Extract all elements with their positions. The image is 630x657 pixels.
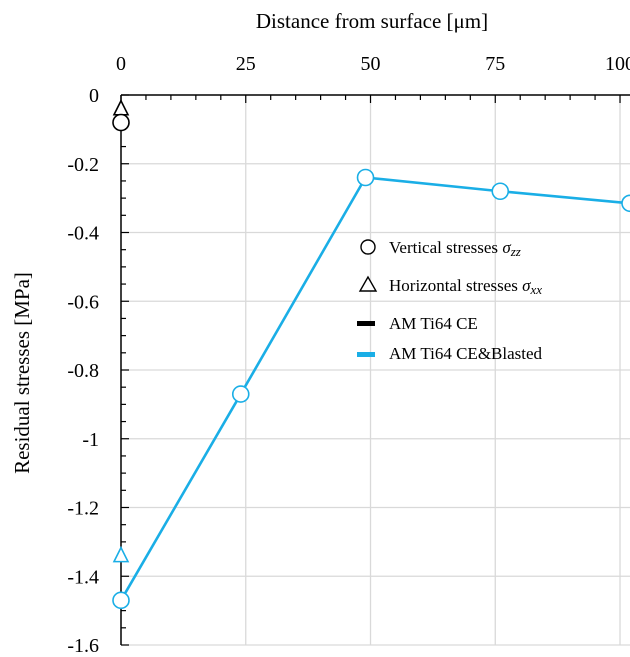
y-tick-label: -0.4 (67, 223, 99, 245)
legend-label-ce: AM Ti64 CE (389, 314, 478, 333)
legend: Vertical stresses σzz Horizontal stresse… (357, 238, 543, 363)
circle-marker (356, 168, 375, 187)
triangle-marker (112, 98, 130, 116)
y-tick-label: -1.6 (67, 635, 99, 657)
legend-line-ce (357, 321, 375, 326)
x-tick-label: 75 (485, 53, 505, 75)
y-tick-label: -0.2 (67, 154, 99, 176)
y-tick-label: -0.6 (67, 291, 99, 313)
circle-marker (112, 113, 130, 132)
legend-label-vertical: Vertical stresses σzz (389, 238, 521, 259)
triangle-marker (112, 545, 130, 563)
circle-marker (112, 591, 130, 610)
y-axis-title: Residual stresses [MPa] (10, 272, 34, 474)
x-axis-title: Distance from surface [μm] (256, 9, 488, 33)
axes: 0 25 50 75 100 0 -0.2 -0.4 -0.6 -0.8 -1 -1.2 -1.4 -1.… (67, 53, 630, 657)
legend-line-blasted (357, 352, 375, 357)
y-tick-label: -1.2 (67, 498, 99, 520)
y-tick-label: -1 (82, 429, 99, 451)
x-tick-label: 50 (361, 53, 381, 75)
y-tick-label: -0.8 (67, 360, 99, 382)
x-tick-label: 25 (236, 53, 256, 75)
legend-label-horizontal: Horizontal stresses σxx (389, 276, 542, 297)
circle-marker (231, 385, 250, 403)
legend-label-blasted: AM Ti64 CE&Blasted (389, 344, 543, 363)
series-line-1 (119, 176, 630, 601)
series-layer (112, 98, 630, 610)
legend-circle-marker (360, 239, 376, 255)
legend-triangle-marker (358, 275, 378, 292)
circle-marker (491, 182, 510, 201)
circle-marker (621, 194, 630, 213)
x-tick-label: 100 (605, 53, 630, 75)
x-tick-label: 0 (116, 53, 126, 75)
y-tick-label: 0 (89, 85, 99, 107)
y-tick-label: -1.4 (67, 566, 99, 588)
